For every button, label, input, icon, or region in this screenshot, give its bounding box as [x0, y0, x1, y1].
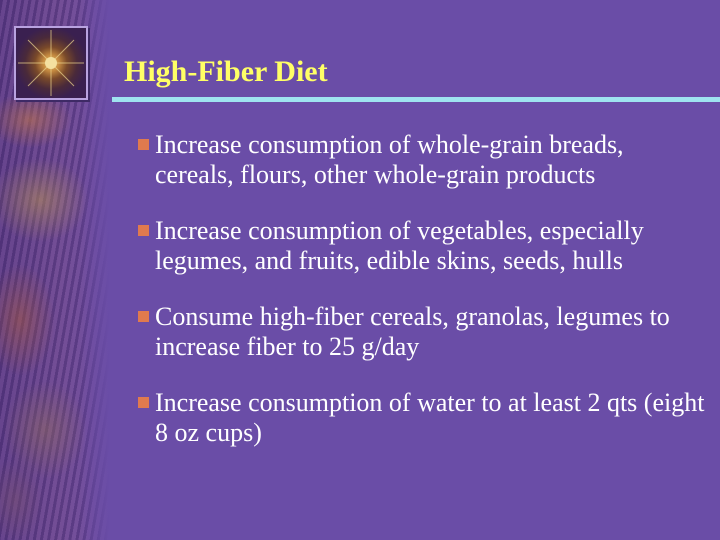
- bullet-item: Increase consumption of vegetables, espe…: [138, 216, 708, 276]
- slide-title: High-Fiber Diet: [124, 55, 328, 88]
- bullet-list: Increase consumption of whole-grain brea…: [138, 130, 708, 448]
- decorative-emblem-icon: [14, 26, 88, 100]
- bullet-item: Increase consumption of water to at leas…: [138, 388, 708, 448]
- bullet-text: Increase consumption of water to at leas…: [155, 388, 705, 447]
- square-bullet-icon: [138, 139, 149, 150]
- square-bullet-icon: [138, 225, 149, 236]
- square-bullet-icon: [138, 397, 149, 408]
- bullet-item: Consume high-fiber cereals, granolas, le…: [138, 302, 708, 362]
- bullet-item: Increase consumption of whole-grain brea…: [138, 130, 708, 190]
- square-bullet-icon: [138, 311, 149, 322]
- bullet-text: Increase consumption of whole-grain brea…: [155, 130, 624, 189]
- title-underline: [112, 97, 720, 102]
- bullet-text: Increase consumption of vegetables, espe…: [155, 216, 644, 275]
- bullet-text: Consume high-fiber cereals, granolas, le…: [155, 302, 670, 361]
